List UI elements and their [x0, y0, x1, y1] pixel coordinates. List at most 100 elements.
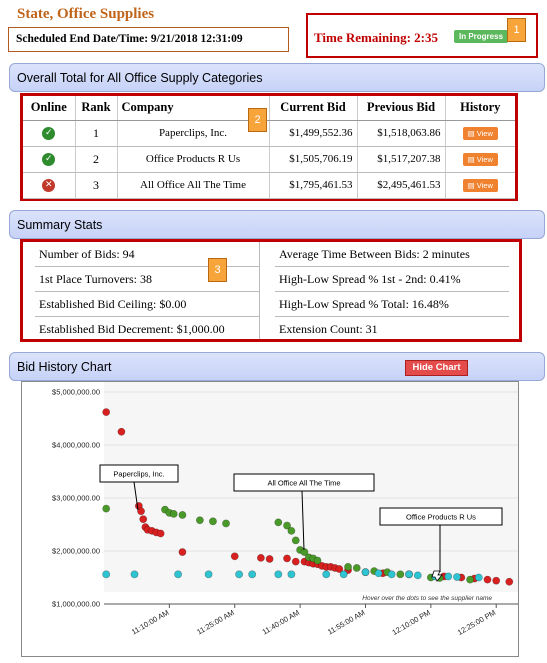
page-title: State, Office Supplies: [17, 6, 155, 22]
data-point-green: [291, 536, 300, 545]
current-bid-cell: $1,795,461.53: [268, 172, 357, 199]
data-point-cyan: [405, 570, 413, 579]
x-tick-label: 11:55:00 AM: [326, 608, 366, 637]
data-point-red: [230, 552, 239, 561]
stat-first-place-turnovers: 1st Place Turnovers: 38: [35, 267, 259, 292]
data-point-red: [117, 427, 126, 436]
table-row: ✓ 1 Paperclips, Inc. $1,499,552.36 $1,51…: [23, 120, 515, 147]
data-point-cyan: [102, 570, 111, 579]
annotation-all-office-label: All Office All The Time: [267, 479, 340, 488]
data-point-red: [335, 565, 344, 573]
column-header-rank: Rank: [74, 96, 117, 121]
data-point-red: [505, 577, 514, 586]
view-history-label: View: [476, 154, 493, 164]
stat-bid-ceiling: Established Bid Ceiling: $0.00: [35, 292, 259, 317]
data-point-red: [492, 576, 501, 585]
data-point-green: [102, 504, 111, 513]
view-history-button[interactable]: ▤ View: [462, 152, 498, 166]
chart-hover-hint: Hover over the dots to see the supplier …: [362, 595, 492, 602]
y-tick-label: $1,000,000.00: [52, 600, 100, 609]
table-row: ✕ 3 All Office All The Time $1,795,461.5…: [23, 172, 515, 199]
company-cell: Office Products R Us: [116, 146, 269, 173]
overall-section-header[interactable]: Overall Total for All Office Supply Cate…: [9, 63, 545, 92]
annotation-paperclips-box: [99, 464, 179, 483]
time-remaining-caption: Time Remaining:: [314, 30, 411, 45]
online-check-icon: ✓: [42, 153, 56, 166]
history-cell: ▤ View: [444, 146, 515, 173]
data-point-green: [222, 519, 230, 528]
online-cell: ✕: [23, 172, 75, 199]
time-remaining-label: Time Remaining: 2:35: [314, 30, 438, 46]
data-point-red: [265, 555, 274, 563]
online-cell: ✓: [23, 146, 75, 173]
data-point-green: [344, 562, 352, 571]
bid-history-chart-svg: $5,000,000.00 $4,000,000.00 $3,000,000.00 $…: [52, 382, 518, 637]
previous-bid-cell: $2,495,461.53: [356, 172, 445, 199]
x-tick-label: 11:40:00 AM: [261, 608, 301, 637]
history-cell: ▤ View: [444, 120, 515, 147]
data-point-green: [466, 575, 474, 584]
previous-bid-cell: $1,518,063.86: [356, 120, 445, 147]
pointer-cursor-icon: [431, 570, 443, 582]
online-cell: ✓: [23, 120, 75, 147]
stat-spread-total: High-Low Spread % Total: 16.48%: [275, 292, 509, 317]
stat-number-of-bids: Number of Bids: 94: [35, 242, 259, 267]
column-header-current-bid: Current Bid: [268, 96, 357, 121]
annotation-all-office-leader: [301, 490, 305, 551]
data-point-green: [300, 548, 309, 556]
hide-chart-button[interactable]: Hide Chart: [405, 360, 468, 376]
data-point-cyan: [248, 570, 257, 579]
data-point-cyan: [130, 570, 139, 579]
data-point-red: [283, 554, 291, 563]
data-point-cyan: [174, 570, 182, 579]
data-point-cyan: [287, 570, 296, 579]
offline-x-icon: ✕: [42, 179, 56, 192]
summary-section-header[interactable]: Summary Stats: [9, 210, 545, 239]
data-point-green: [178, 511, 187, 519]
rank-cell: 3: [74, 172, 117, 199]
data-point-green: [209, 517, 217, 526]
annotation-office-products-label: Office Products R Us: [406, 513, 476, 522]
annotation-paperclips-label: Paperclips, Inc.: [113, 470, 164, 479]
x-tick-label: 12:25:00 PM: [456, 608, 497, 637]
company-cell: All Office All The Time: [116, 172, 269, 199]
rank-cell: 1: [74, 120, 117, 147]
x-tick-label: 11:25:00 AM: [195, 608, 235, 637]
view-history-button[interactable]: ▤ View: [462, 126, 498, 140]
data-point-green: [352, 564, 361, 572]
y-tick-label: $3,000,000.00: [52, 494, 100, 503]
time-remaining-panel: Time Remaining: 2:35 In Progress 1: [306, 13, 538, 58]
time-remaining-value: 2:35: [414, 30, 438, 45]
table-header-row: Online Rank Company Current Bid Previous…: [23, 96, 515, 121]
stat-bid-decrement: Established Bid Decrement: $1,000.00: [39, 322, 225, 336]
data-point-green: [396, 570, 405, 579]
view-history-button[interactable]: ▤ View: [462, 178, 498, 192]
data-point-red: [102, 408, 111, 417]
data-point-red: [178, 548, 187, 556]
data-point-green: [169, 509, 178, 518]
data-point-cyan: [474, 573, 483, 582]
annotation-all-office-box: [233, 473, 375, 492]
table-row: ✓ 2 Office Products R Us $1,505,706.19 $…: [23, 146, 515, 173]
data-point-green: [274, 518, 283, 527]
rank-cell: 2: [74, 146, 117, 173]
data-point-red: [256, 553, 265, 562]
data-point-cyan: [413, 571, 422, 580]
data-point-cyan: [322, 570, 331, 579]
stat-spread-first-second: High-Low Spread % 1st - 2nd: 0.41%: [275, 267, 509, 292]
data-point-cyan: [339, 570, 348, 579]
data-point-cyan: [444, 572, 453, 581]
data-point-red: [156, 529, 165, 538]
data-point-red: [483, 575, 492, 584]
data-point-red: [137, 507, 145, 516]
online-check-icon: ✓: [42, 127, 56, 140]
data-point-green: [287, 526, 296, 535]
previous-bid-cell: $1,517,207.38: [356, 146, 445, 173]
data-point-cyan: [374, 569, 383, 578]
summary-stats-frame: Number of Bids: 94 1st Place Turnovers: …: [20, 239, 522, 342]
callout-marker-3: 3: [208, 258, 227, 282]
summary-divider: [259, 242, 260, 339]
overall-table-frame: Online Rank Company Current Bid Previous…: [20, 93, 518, 201]
callout-marker-1: 1: [507, 18, 526, 42]
column-header-history: History: [444, 96, 515, 121]
